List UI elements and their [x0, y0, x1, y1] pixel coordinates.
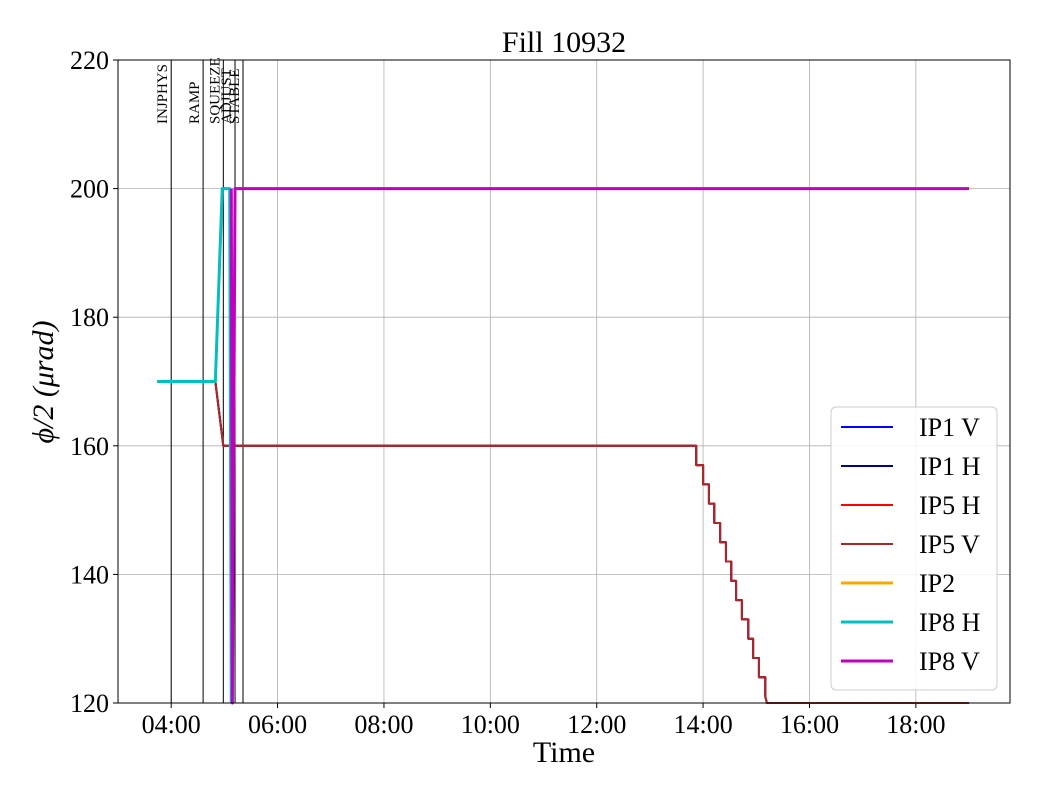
x-tick-label: 16:00	[780, 710, 839, 739]
x-tick-label: 10:00	[461, 710, 520, 739]
x-tick-label: 18:00	[886, 710, 945, 739]
phase-label: RAMP	[187, 81, 203, 124]
plot-frame	[117, 59, 1011, 704]
y-tick-label: 200	[70, 175, 109, 204]
y-tick-label: 160	[70, 432, 109, 461]
legend-label: IP1 H	[919, 452, 981, 481]
y-tick-label: 180	[70, 303, 109, 332]
phase-label: INJPHYS	[155, 64, 171, 124]
x-tick-label: 04:00	[142, 710, 201, 739]
y-axis-label: ϕ/2 (μrad)	[27, 320, 60, 443]
x-tick-label: 14:00	[673, 710, 732, 739]
legend-label: IP8 H	[919, 608, 981, 637]
y-tick-label: 120	[70, 689, 109, 718]
legend-label: IP8 V	[919, 647, 980, 676]
legend-label: IP2	[919, 569, 955, 598]
x-tick-label: 12:00	[567, 710, 626, 739]
y-tick-label: 140	[70, 560, 109, 589]
phase-label: STABLE	[227, 69, 243, 124]
phase-label: SQUEEZE	[207, 57, 223, 124]
series-line	[157, 380, 970, 704]
x-axis-label: Time	[533, 736, 595, 769]
y-tick-label: 220	[70, 46, 109, 75]
x-tick-label: 06:00	[248, 710, 307, 739]
series-line	[229, 187, 970, 705]
chart-title: Fill 10932	[502, 26, 626, 59]
legend-box	[830, 406, 998, 691]
x-tick-label: 08:00	[354, 710, 413, 739]
legend-label: IP1 V	[919, 413, 980, 442]
legend-label: IP5 V	[919, 530, 980, 559]
phase-label: ADJUST	[219, 68, 235, 124]
legend-label: IP5 H	[919, 491, 981, 520]
